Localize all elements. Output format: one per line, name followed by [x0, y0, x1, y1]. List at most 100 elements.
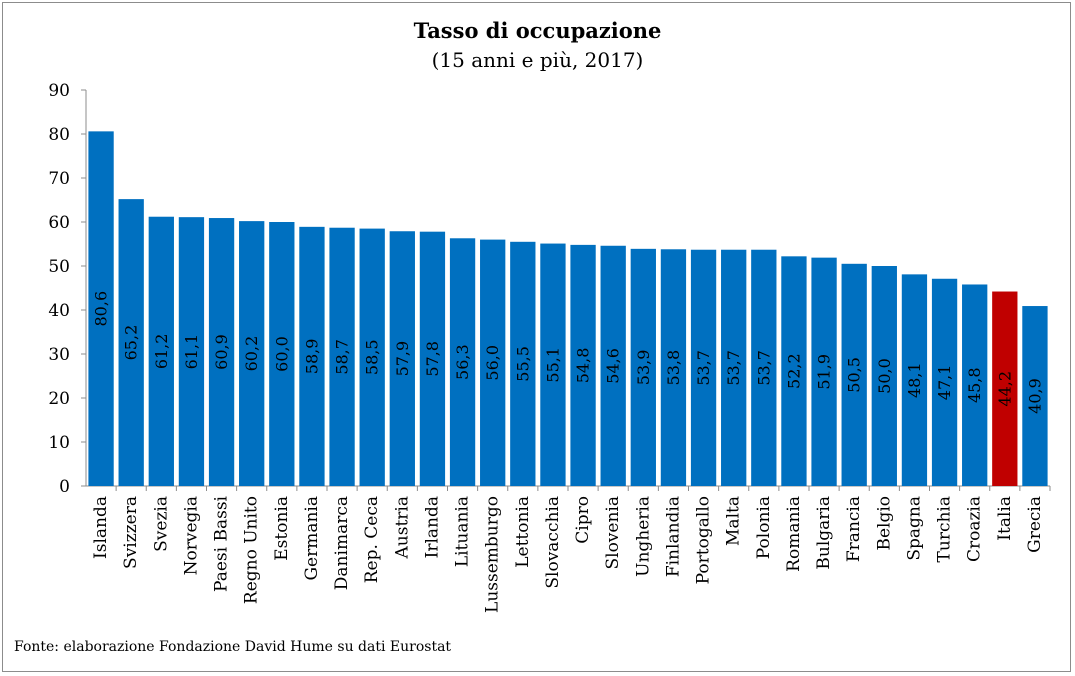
y-tick-label: 90 [48, 81, 70, 101]
bar-romania [781, 256, 807, 486]
y-tick-label: 50 [48, 257, 70, 277]
y-tick-label: 10 [48, 433, 70, 453]
x-tick-label: Irlanda [422, 496, 442, 558]
x-tick-label: Spagna [904, 496, 924, 561]
data-label: 52,2 [784, 353, 803, 389]
data-label: 58,9 [302, 339, 321, 375]
bar-danimarca [329, 227, 355, 486]
x-tick-label: Slovacchia [543, 496, 563, 589]
data-label: 58,7 [333, 339, 352, 375]
x-tick-label: Danimarca [332, 496, 352, 590]
bar-turchia [931, 278, 958, 486]
bar-paesi-bassi [208, 218, 235, 487]
bar-svizzera [118, 199, 144, 486]
bar-germania [299, 226, 325, 486]
y-tick-label: 80 [48, 125, 70, 145]
x-tick-label: Lituania [453, 496, 473, 567]
x-tick-label: Portogallo [694, 496, 714, 584]
x-tick-label: Bulgaria [814, 496, 834, 570]
bar-ungheria [630, 248, 656, 486]
data-label: 65,2 [122, 325, 141, 361]
x-tick-label: Malta [724, 496, 744, 546]
bar-norvegia [178, 217, 205, 486]
data-label: 53,9 [634, 350, 653, 386]
x-tick-label: Turchia [935, 496, 955, 562]
data-label: 48,1 [905, 362, 924, 398]
x-tick-label: Lettonia [513, 496, 533, 568]
x-tick-label: Finlandia [663, 496, 683, 577]
data-label: 57,9 [393, 341, 412, 377]
data-label: 55,5 [513, 346, 532, 382]
bar-malta [721, 249, 747, 486]
x-tick-label: Regno Unito [242, 496, 262, 604]
x-tick-label: Croazia [965, 496, 985, 562]
data-label: 56,3 [453, 344, 472, 380]
x-tick-label: Svizzera [121, 496, 141, 569]
data-label: 60,9 [212, 334, 231, 370]
bar-francia [841, 263, 867, 486]
bar-estonia [269, 222, 295, 486]
chart-title: Tasso di occupazione [413, 18, 662, 43]
x-tick-label: Polonia [754, 496, 774, 559]
data-label: 54,6 [604, 348, 623, 384]
bar-italia [992, 291, 1018, 486]
x-tick-label: Cipro [573, 496, 593, 544]
data-label: 58,5 [363, 339, 382, 375]
data-label: 53,7 [694, 350, 713, 386]
data-label: 60,2 [242, 336, 261, 372]
x-tick-label: Estonia [272, 496, 292, 561]
bar-islanda [88, 131, 114, 487]
data-label: 61,1 [182, 334, 201, 370]
data-label: 45,8 [965, 367, 984, 403]
x-tick-label: Paesi Bassi [212, 495, 232, 592]
bar-lettonia [510, 241, 536, 486]
chart-subtitle: (15 anni e più, 2017) [431, 48, 644, 72]
x-tick-label: Svezia [151, 496, 171, 552]
bar-polonia [751, 249, 777, 486]
x-tick-label: Austria [392, 496, 412, 559]
y-tick-label: 20 [48, 389, 70, 409]
data-label: 54,8 [574, 348, 593, 384]
data-label: 57,8 [423, 341, 442, 377]
y-tick-label: 70 [48, 169, 70, 189]
x-tick-label: Germania [302, 496, 322, 581]
x-tick-label: Slovenia [603, 496, 623, 570]
bar-grecia [1022, 306, 1048, 486]
bar-croazia [962, 284, 988, 486]
x-tick-label: Islanda [91, 496, 111, 559]
data-label: 80,6 [92, 291, 111, 327]
x-tick-label: Francia [844, 496, 864, 562]
y-tick-label: 30 [48, 345, 70, 365]
bar-austria [389, 231, 415, 486]
data-label: 53,8 [664, 350, 683, 386]
x-tick-label: Rep. Ceca [362, 496, 382, 583]
data-label: 51,9 [815, 354, 834, 390]
bar-svezia [148, 216, 174, 486]
data-label: 61,2 [152, 334, 171, 370]
y-tick-label: 40 [48, 301, 70, 321]
x-tick-label: Norvegia [181, 496, 201, 575]
bar-slovacchia [540, 243, 566, 486]
data-label: 55,1 [543, 347, 562, 383]
bar-spagna [901, 274, 928, 486]
bar-cipro [570, 244, 596, 486]
x-tick-label: Ungheria [633, 496, 653, 577]
x-tick-label: Grecia [1025, 496, 1045, 553]
x-tick-label: Romania [784, 496, 804, 572]
x-tick-label: Lussemburgo [483, 496, 503, 613]
x-tick-label: Italia [995, 496, 1015, 541]
bar-lussemburgo [480, 239, 506, 486]
bar-portogallo [690, 249, 717, 486]
data-label: 50,0 [875, 358, 894, 394]
x-tick-label: Belgio [874, 496, 894, 551]
data-label: 56,0 [483, 345, 502, 381]
data-label: 60,0 [272, 336, 291, 372]
y-tick-label: 0 [59, 477, 70, 497]
bar-finlandia [660, 249, 687, 486]
bar-rep-ceca [359, 228, 385, 486]
bar-regno-unito [239, 221, 265, 486]
bar-belgio [871, 266, 897, 486]
data-label: 50,5 [845, 357, 864, 393]
data-label: 53,7 [724, 350, 743, 386]
